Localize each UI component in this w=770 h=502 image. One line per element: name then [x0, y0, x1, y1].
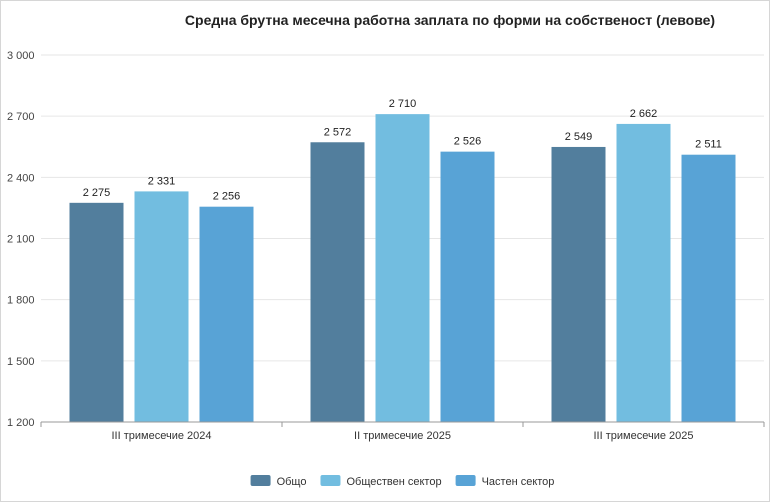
bar[interactable] [199, 206, 254, 422]
legend-swatch [320, 475, 341, 486]
data-label: 2 710 [389, 98, 417, 110]
legend-item[interactable]: Общо [250, 475, 307, 488]
y-tick-label: 1 800 [7, 295, 35, 307]
y-tick-label: 2 100 [7, 234, 35, 246]
y-tick-label: 3 000 [7, 50, 35, 62]
legend-label: Частен сектор [482, 476, 555, 488]
x-axis: III тримесечие 2024 II тримесечие 2025 III… [40, 421, 765, 442]
data-label: 2 662 [630, 108, 658, 120]
bar[interactable] [681, 154, 736, 422]
y-tick-label: 1 200 [7, 417, 35, 429]
y-tick-label: 1 500 [7, 356, 35, 368]
legend-swatch [250, 475, 271, 486]
data-label: 2 256 [213, 191, 241, 203]
x-tick-label: III тримесечие 2024 [112, 430, 212, 442]
legend-label: Обществен сектор [346, 476, 441, 488]
legend[interactable]: Общо Обществен сектор Частен сектор [250, 475, 555, 488]
bar[interactable] [440, 151, 495, 423]
x-tick-label: II тримесечие 2025 [354, 430, 451, 442]
data-label: 2 275 [83, 187, 111, 199]
legend-item[interactable]: Обществен сектор [320, 475, 442, 488]
bar[interactable] [134, 191, 189, 422]
chart-title: Средна брутна месечна работна заплата по… [185, 12, 715, 28]
bar[interactable] [616, 123, 671, 423]
legend-swatch [455, 475, 476, 486]
legend-item[interactable]: Частен сектор [455, 475, 555, 488]
y-tick-label: 2 700 [7, 111, 35, 123]
y-axis: 1 200 1 500 1 800 2 100 2 400 2 700 3 000 [7, 50, 35, 429]
bar[interactable] [310, 142, 365, 422]
data-label: 2 511 [695, 139, 722, 151]
data-labels: 2 275 2 331 2 256 2 572 2 710 2 526 2 549 2 662… [83, 98, 722, 203]
legend-label: Общо [277, 476, 307, 488]
data-label: 2 526 [454, 136, 482, 148]
bar[interactable] [551, 146, 606, 422]
bar[interactable] [375, 114, 430, 422]
x-tick-label: III тримесечие 2025 [594, 430, 694, 442]
data-label: 2 572 [324, 126, 352, 138]
bar[interactable] [69, 202, 124, 422]
data-label: 2 549 [565, 131, 593, 143]
data-label: 2 331 [148, 175, 176, 187]
y-tick-label: 2 400 [7, 172, 35, 184]
bars [69, 114, 736, 423]
